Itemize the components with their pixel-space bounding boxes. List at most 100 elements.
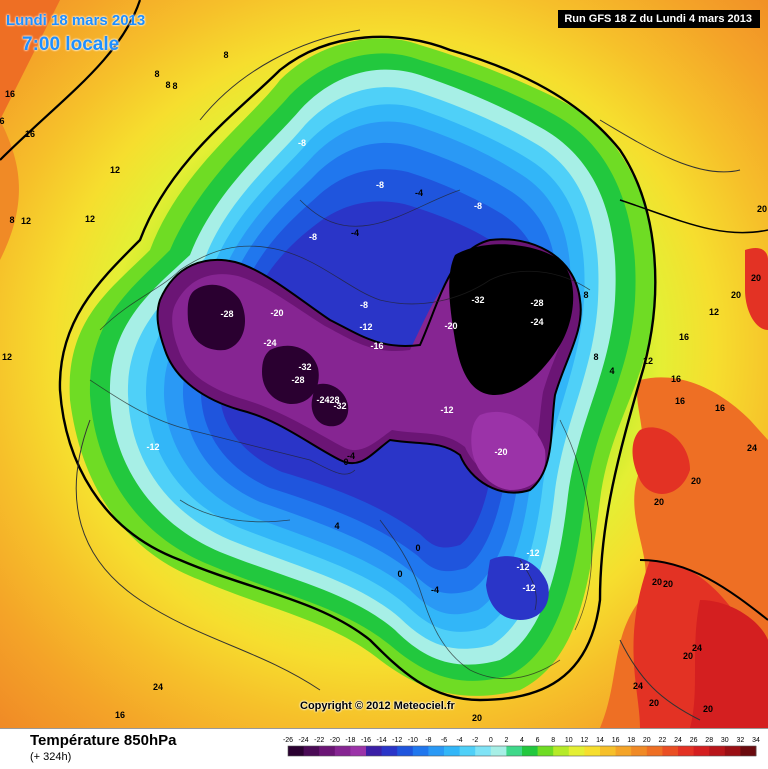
cold-cores bbox=[157, 239, 581, 620]
legend-tick-label: 4 bbox=[520, 737, 524, 744]
legend-swatch bbox=[600, 746, 616, 756]
legend-tick-label: 22 bbox=[659, 737, 667, 744]
isotherm-label-4: 4 bbox=[609, 366, 614, 376]
legend-tick-label: 28 bbox=[705, 737, 713, 744]
legend-tick-label: -8 bbox=[425, 737, 431, 744]
legend-swatch bbox=[522, 746, 538, 756]
isotherm-label-m20: -20 bbox=[444, 321, 457, 331]
contour-lines bbox=[0, 0, 768, 721]
legend-swatch bbox=[475, 746, 492, 756]
isotherm-label-m12: -12 bbox=[359, 322, 372, 332]
legend-tick-label: -2 bbox=[472, 737, 478, 744]
forecast-date: Lundi 18 mars 2013 bbox=[6, 12, 146, 29]
run-info: Run GFS 18 Z du Lundi 4 mars 2013 bbox=[558, 10, 760, 28]
legend-tick-label: 10 bbox=[565, 737, 573, 744]
legend-tick-label: -20 bbox=[330, 737, 340, 744]
legend-tick-label: 34 bbox=[752, 737, 760, 744]
legend-tick-label: 16 bbox=[612, 737, 620, 744]
isotherm-label-16: 16 bbox=[715, 403, 725, 413]
isotherm-label-20: 20 bbox=[663, 579, 673, 589]
isotherm-label-16: 16 bbox=[675, 396, 685, 406]
legend-swatch bbox=[693, 746, 710, 756]
legend-tick-label: -12 bbox=[392, 737, 402, 744]
isotherm-label-20: 20 bbox=[757, 204, 767, 214]
isotherm-label-16: 16 bbox=[679, 332, 689, 342]
legend-swatch bbox=[724, 746, 741, 756]
isotherm-label-m32: -32 bbox=[298, 362, 311, 372]
isotherm-label-8: 8 bbox=[583, 290, 588, 300]
isotherm-label-16: 16 bbox=[115, 710, 125, 720]
isotherm-label-m28: -28 bbox=[530, 298, 543, 308]
legend-tick-label: 20 bbox=[643, 737, 651, 744]
isotherm-label-16: 16 bbox=[25, 129, 35, 139]
legend-swatch bbox=[646, 746, 663, 756]
isotherm-label-m12: -12 bbox=[440, 405, 453, 415]
isotherm-label-8: 8 bbox=[172, 81, 177, 91]
legend-swatch bbox=[350, 746, 367, 756]
isotherm-label-m24: -24 bbox=[263, 338, 276, 348]
legend-swatch bbox=[319, 746, 336, 756]
warm-anomalies bbox=[0, 0, 768, 728]
isotherm-label-4: 4 bbox=[334, 521, 339, 531]
isotherm-label-m28: -28 bbox=[291, 375, 304, 385]
legend-swatch bbox=[740, 746, 757, 756]
isotherm-label-12: 12 bbox=[21, 216, 31, 226]
legend-tick-label: 30 bbox=[721, 737, 729, 744]
legend-tick-label: 8 bbox=[551, 737, 555, 744]
isotherm-label-0: 0 bbox=[415, 543, 420, 553]
temperature-map: 16 6 16 8 8 8 8 12 12 12 12 -8 -8 -4 -8 -8 -4 -28 -20 -8 -32… bbox=[0, 0, 768, 728]
isotherm-label-20: 20 bbox=[751, 273, 761, 283]
legend-swatch bbox=[615, 746, 632, 756]
legend-swatch bbox=[459, 746, 476, 756]
legend-swatch bbox=[428, 746, 445, 756]
isotherm-label-m4: -4 bbox=[347, 451, 355, 461]
legend-tick-label: -26 bbox=[283, 737, 293, 744]
isotherm-label-12: 12 bbox=[709, 307, 719, 317]
isotherm-label-m4: -4 bbox=[351, 228, 359, 238]
isotherm-label-24: 24 bbox=[153, 682, 163, 692]
isotherm-label-8: 8 bbox=[593, 352, 598, 362]
legend-tick-label: -6 bbox=[441, 737, 447, 744]
legend-swatch bbox=[490, 746, 507, 756]
isotherm-label-m20: -20 bbox=[494, 447, 507, 457]
isotherm-label-24: 24 bbox=[692, 643, 702, 653]
legend-swatch bbox=[553, 746, 570, 756]
isotherm-label-20: 20 bbox=[652, 577, 662, 587]
legend-border bbox=[287, 745, 757, 757]
isotherm-label-m12: -12 bbox=[526, 548, 539, 558]
legend-swatch bbox=[444, 746, 460, 756]
isotherm-label-m8: -8 bbox=[376, 180, 384, 190]
legend-swatch bbox=[334, 746, 351, 756]
isotherm-label-m12: -12 bbox=[146, 442, 159, 452]
legend-tick-label: -16 bbox=[361, 737, 371, 744]
isotherm-label-m32: -32 bbox=[471, 295, 484, 305]
isotherm-label-20: 20 bbox=[472, 713, 482, 723]
legend-swatch bbox=[584, 746, 601, 756]
isotherm-label-6: 6 bbox=[0, 116, 5, 126]
isotherm-label-8: 8 bbox=[154, 69, 159, 79]
legend-swatch bbox=[662, 746, 679, 756]
isotherm-label-m24: -24 bbox=[316, 395, 329, 405]
legend-tick-label: -14 bbox=[377, 737, 387, 744]
legend-tick-label: -18 bbox=[345, 737, 355, 744]
legend-swatch bbox=[678, 746, 694, 756]
isotherm-label-m8: -8 bbox=[298, 138, 306, 148]
isotherm-label-0: 0 bbox=[397, 569, 402, 579]
legend-tick-label: -4 bbox=[456, 737, 462, 744]
coastlines bbox=[89, 189, 593, 680]
isotherm-label-m4: -4 bbox=[415, 188, 423, 198]
isotherm-label-20: 20 bbox=[649, 698, 659, 708]
legend-swatch bbox=[303, 746, 320, 756]
isotherm-label-m28: -28 bbox=[220, 309, 233, 319]
forecast-lead: (+ 324h) bbox=[30, 751, 72, 763]
legend-swatch bbox=[709, 746, 726, 756]
isotherm-label-m32: -32 bbox=[333, 401, 346, 411]
isotherm-label-m8: -8 bbox=[474, 201, 482, 211]
legend-tick-label: -24 bbox=[299, 737, 309, 744]
legend-tick-label: 14 bbox=[596, 737, 604, 744]
legend-tick-label: 6 bbox=[536, 737, 540, 744]
isotherm-label-m28: -28 bbox=[326, 395, 339, 405]
isotherm-label-8: 8 bbox=[165, 80, 170, 90]
